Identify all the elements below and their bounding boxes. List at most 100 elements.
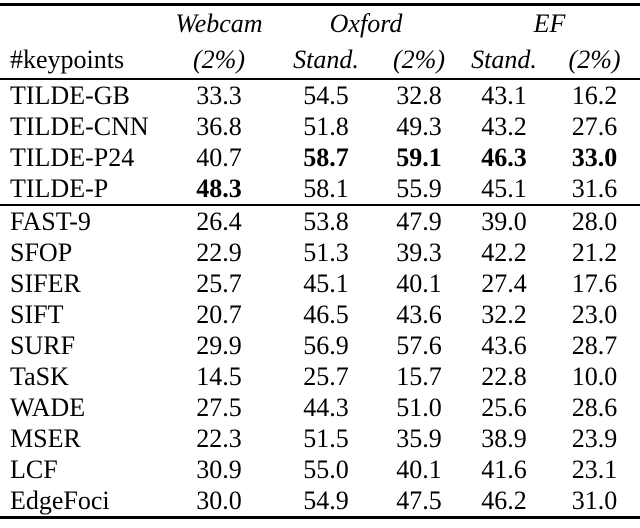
value-cell: 54.5: [303, 80, 349, 110]
value-cell: 44.3: [303, 392, 349, 422]
value-cell: 35.9: [396, 423, 442, 453]
table-row: TILDE-P 48.3 58.1 55.9 45.1 31.6: [0, 173, 640, 205]
value-cell: 27.6: [571, 111, 618, 141]
value-cell: 39.3: [396, 237, 442, 267]
value-cell: 22.9: [196, 237, 242, 267]
value-cell: 39.0: [481, 206, 527, 236]
baseline-detectors-group: FAST-9 26.4 53.8 47.9 39.0 28.0 SFOP 22.9 51.3 39…: [0, 205, 640, 518]
column-group-ef: EF: [533, 9, 566, 38]
value-cell: 17.6: [571, 268, 618, 298]
table-row: SURF 29.9 56.9 57.6 43.6 28.7: [0, 330, 640, 361]
value-cell: 58.1: [303, 173, 349, 203]
value-cell: 27.4: [481, 268, 527, 298]
value-cell: 30.0: [196, 485, 242, 515]
row-label: SFOP: [10, 237, 73, 267]
value-cell: 36.8: [196, 111, 242, 141]
value-cell: 59.1: [396, 142, 442, 172]
table-row: TILDE-CNN 36.8 51.8 49.3 43.2 27.6: [0, 111, 640, 142]
tilde-detectors-group: TILDE-GB 33.3 54.5 32.8 43.1 16.2 TILDE-CNN 36.…: [0, 79, 640, 205]
table-row: SIFT 20.7 46.5 43.6 32.2 23.0: [0, 299, 640, 330]
row-label: SURF: [10, 330, 76, 360]
value-cell: 55.9: [396, 173, 442, 203]
value-cell: 15.7: [396, 361, 442, 391]
row-label: LCF: [10, 454, 58, 484]
value-cell: 25.7: [196, 268, 242, 298]
column-header-ef-stand: Stand.: [471, 45, 537, 74]
value-cell: 22.8: [481, 361, 527, 391]
header-sub-row: #keypoints (2%) Stand. (2%) Stand. (2%): [0, 42, 640, 79]
table-row: SFOP 22.9 51.3 39.3 42.2 21.2: [0, 237, 640, 268]
value-cell: 22.3: [196, 423, 242, 453]
value-cell: 23.9: [571, 423, 618, 453]
column-group-webcam: Webcam: [175, 9, 263, 38]
column-header-oxford-stand: Stand.: [293, 45, 359, 74]
value-cell: 21.2: [571, 237, 618, 267]
row-label: TILDE-P: [10, 173, 109, 203]
value-cell: 57.6: [396, 330, 442, 360]
value-cell: 20.7: [196, 299, 242, 329]
table-row: FAST-9 26.4 53.8 47.9 39.0 28.0: [0, 205, 640, 237]
value-cell: 46.3: [481, 142, 527, 172]
table-row: LCF 30.9 55.0 40.1 41.6 23.1: [0, 454, 640, 485]
value-cell: 49.3: [396, 111, 442, 141]
value-cell: 38.9: [481, 423, 527, 453]
value-cell: 32.2: [481, 299, 527, 329]
value-cell: 25.7: [303, 361, 349, 391]
value-cell: 40.1: [396, 268, 442, 298]
value-cell: 28.7: [571, 330, 618, 360]
value-cell: 46.5: [303, 299, 349, 329]
table-row: EdgeFoci 30.0 54.9 47.5 46.2 31.0: [0, 485, 640, 518]
row-label: TaSK: [10, 361, 69, 391]
value-cell: 32.8: [396, 80, 442, 110]
header-group-row: Webcam Oxford EF: [0, 5, 640, 43]
value-cell: 56.9: [303, 330, 349, 360]
value-cell: 55.0: [303, 454, 349, 484]
table-row: TILDE-P24 40.7 58.7 59.1 46.3 33.0: [0, 142, 640, 173]
value-cell: 43.2: [481, 111, 527, 141]
value-cell: 43.6: [481, 330, 527, 360]
row-label: FAST-9: [10, 206, 91, 236]
value-cell: 41.6: [481, 454, 527, 484]
value-cell: 43.1: [481, 80, 527, 110]
row-label: SIFER: [10, 268, 81, 298]
table-row: SIFER 25.7 45.1 40.1 27.4 17.6: [0, 268, 640, 299]
row-label: WADE: [10, 392, 86, 422]
column-header-ef-2pct: (2%): [568, 45, 621, 74]
value-cell: 51.3: [303, 237, 349, 267]
value-cell: 46.2: [481, 485, 527, 515]
keypoint-repeatability-table: Webcam Oxford EF #keypoints (2%) Stand. …: [0, 3, 640, 519]
row-label: TILDE-CNN: [10, 111, 149, 141]
row-label: SIFT: [10, 299, 64, 329]
paper-table-figure: Webcam Oxford EF #keypoints (2%) Stand. …: [0, 3, 640, 519]
value-cell: 30.9: [196, 454, 242, 484]
value-cell: 40.1: [396, 454, 442, 484]
value-cell: 23.1: [571, 454, 618, 484]
value-cell: 45.1: [481, 173, 527, 203]
value-cell: 48.3: [196, 173, 242, 203]
value-cell: 51.0: [396, 392, 442, 422]
column-group-oxford: Oxford: [329, 9, 403, 38]
value-cell: 53.8: [303, 206, 349, 236]
column-header-keypoints: #keypoints: [10, 45, 125, 74]
table-row: TILDE-GB 33.3 54.5 32.8 43.1 16.2: [0, 79, 640, 111]
value-cell: 54.9: [303, 485, 349, 515]
value-cell: 51.5: [303, 423, 349, 453]
value-cell: 31.0: [571, 485, 618, 515]
value-cell: 28.0: [571, 206, 618, 236]
value-cell: 58.7: [303, 142, 349, 172]
value-cell: 45.1: [303, 268, 349, 298]
value-cell: 33.3: [196, 80, 242, 110]
table-row: MSER 22.3 51.5 35.9 38.9 23.9: [0, 423, 640, 454]
table-row: TaSK 14.5 25.7 15.7 22.8 10.0: [0, 361, 640, 392]
value-cell: 10.0: [571, 361, 618, 391]
value-cell: 23.0: [571, 299, 618, 329]
value-cell: 28.6: [571, 392, 618, 422]
value-cell: 47.5: [396, 485, 442, 515]
header-empty-cell: [0, 5, 165, 43]
row-label: EdgeFoci: [10, 485, 110, 515]
value-cell: 51.8: [303, 111, 349, 141]
value-cell: 40.7: [196, 142, 242, 172]
column-header-webcam-2pct: (2%): [193, 45, 245, 74]
value-cell: 43.6: [396, 299, 442, 329]
value-cell: 16.2: [571, 80, 618, 110]
